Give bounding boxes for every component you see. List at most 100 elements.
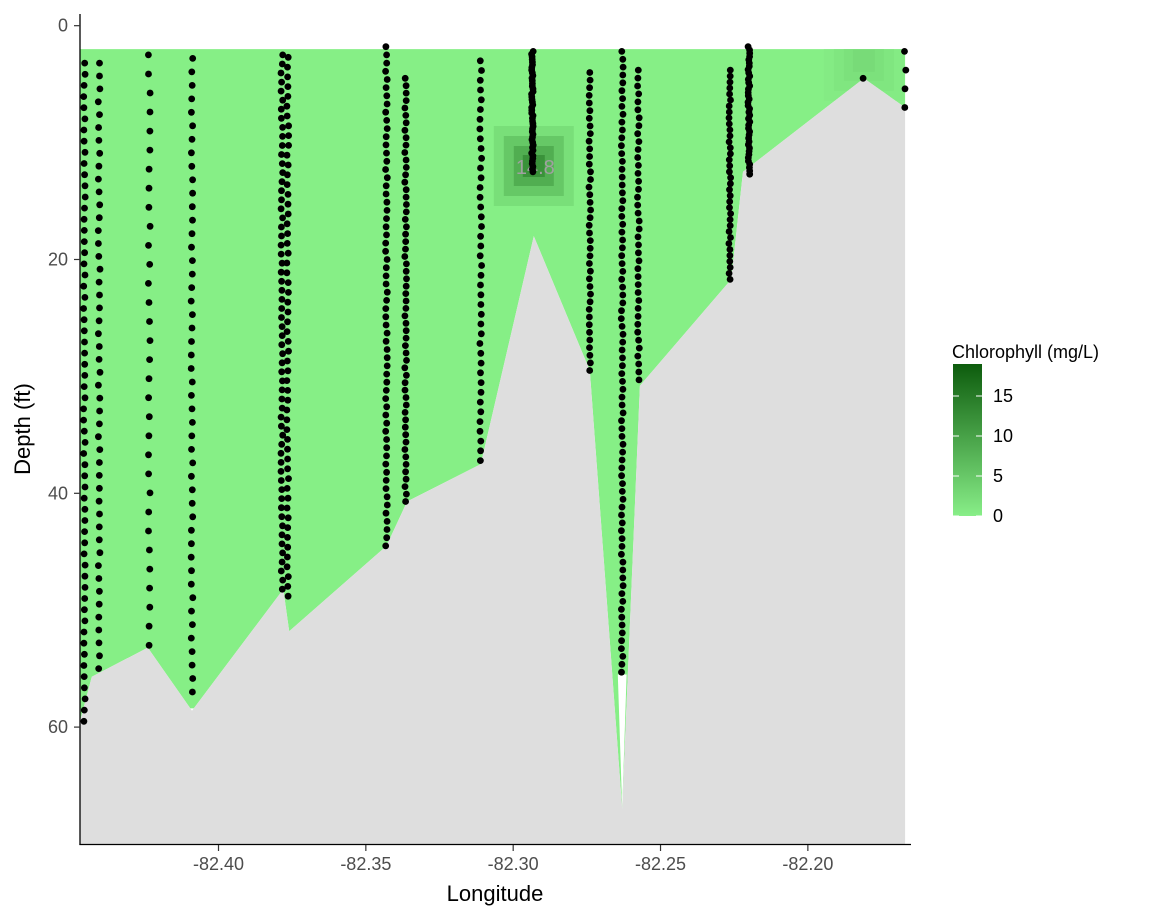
sample-point xyxy=(382,395,390,402)
sample-point xyxy=(383,534,391,542)
sample-point xyxy=(586,107,594,115)
sample-point xyxy=(278,513,286,521)
sample-point xyxy=(402,238,410,246)
sample-point xyxy=(476,184,484,191)
sample-point xyxy=(96,291,103,299)
sample-point xyxy=(635,297,643,304)
sample-point xyxy=(635,185,642,193)
sample-point xyxy=(635,162,642,169)
sample-point xyxy=(146,261,154,268)
sample-point xyxy=(285,132,292,140)
sample-point xyxy=(284,455,291,463)
sample-point xyxy=(284,191,292,198)
sample-point xyxy=(96,265,104,273)
sample-point xyxy=(402,245,409,253)
interpolation-gap xyxy=(617,674,627,809)
sample-point xyxy=(634,233,642,241)
sample-point xyxy=(95,613,103,621)
sample-point xyxy=(146,146,154,154)
sample-point xyxy=(586,130,594,138)
sample-point xyxy=(901,104,909,111)
sample-point xyxy=(383,174,391,182)
sample-point xyxy=(725,240,733,247)
sample-point xyxy=(284,230,291,238)
sample-point xyxy=(401,409,409,416)
sample-point xyxy=(476,340,484,347)
sample-point xyxy=(727,174,734,182)
sample-point xyxy=(382,485,390,492)
sample-point xyxy=(189,513,197,521)
sample-point xyxy=(383,493,391,501)
sample-point xyxy=(81,461,89,469)
sample-point xyxy=(618,535,626,542)
sample-point xyxy=(618,527,625,535)
sample-point xyxy=(403,201,410,208)
sample-point xyxy=(477,203,485,211)
sample-point xyxy=(95,523,103,531)
sample-point xyxy=(277,449,285,457)
sample-point xyxy=(146,337,154,344)
sample-point xyxy=(477,379,485,386)
sample-point xyxy=(146,584,154,592)
sample-point xyxy=(618,417,625,425)
sample-point xyxy=(618,637,625,645)
sample-point xyxy=(96,587,103,595)
sample-point xyxy=(635,122,643,130)
sample-point xyxy=(383,362,391,370)
sample-point xyxy=(402,334,410,342)
sample-point xyxy=(278,486,286,493)
sample-point xyxy=(402,431,410,439)
sample-point xyxy=(585,160,593,168)
sample-point xyxy=(618,464,626,472)
sample-point xyxy=(402,498,409,505)
sample-point xyxy=(726,144,734,152)
sample-point xyxy=(635,138,643,146)
sample-point xyxy=(81,684,88,692)
sample-point xyxy=(402,468,409,476)
sample-point xyxy=(587,359,594,367)
sample-point xyxy=(188,149,195,157)
sample-point xyxy=(727,210,734,218)
sample-point xyxy=(726,276,734,283)
sample-point xyxy=(187,351,195,359)
sample-point xyxy=(635,225,643,233)
sample-point xyxy=(401,253,409,260)
sample-point xyxy=(477,106,484,113)
sample-point xyxy=(188,82,196,89)
sample-point xyxy=(726,258,734,265)
sample-point xyxy=(80,93,88,100)
sample-point xyxy=(382,264,390,272)
sample-point xyxy=(726,198,734,206)
sample-point xyxy=(284,63,291,71)
sample-point xyxy=(96,446,104,453)
sample-point xyxy=(726,264,734,271)
sample-point xyxy=(188,230,196,238)
sample-point xyxy=(188,648,196,655)
sample-point xyxy=(618,275,626,283)
sample-point xyxy=(634,146,642,153)
sample-point xyxy=(81,528,88,535)
sample-point xyxy=(383,370,391,378)
sample-point xyxy=(96,368,104,376)
sample-point xyxy=(401,126,409,134)
sample-point xyxy=(278,151,285,158)
sample-point xyxy=(284,387,292,394)
sample-point xyxy=(277,250,285,258)
sample-point xyxy=(146,108,154,116)
sample-point xyxy=(901,48,908,55)
x-tick-label: -82.40 xyxy=(193,854,244,874)
sample-point xyxy=(635,90,643,98)
sample-point xyxy=(402,290,410,297)
sample-point xyxy=(278,286,286,294)
sample-point xyxy=(383,149,390,157)
sample-point xyxy=(382,133,390,141)
sample-point xyxy=(586,275,593,283)
sample-point xyxy=(146,489,154,497)
sample-point xyxy=(81,372,89,379)
sample-point xyxy=(284,53,292,61)
sample-point xyxy=(725,228,733,235)
sample-point xyxy=(619,566,627,574)
sample-point xyxy=(635,344,643,352)
sample-point xyxy=(80,282,88,290)
sample-point xyxy=(726,168,733,176)
